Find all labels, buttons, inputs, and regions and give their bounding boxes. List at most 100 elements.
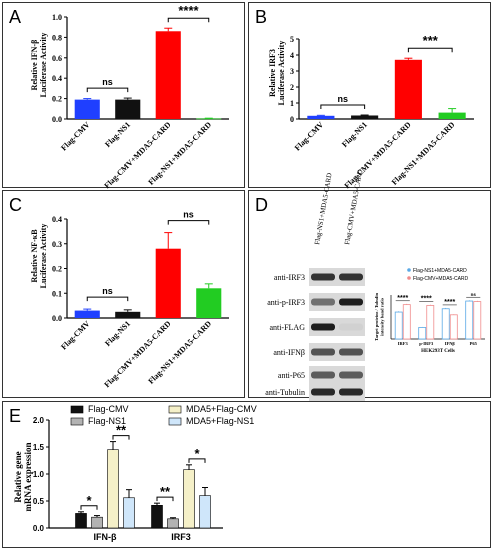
blot-strip [309,343,365,361]
y-axis-label-line: Relative IFN-β [30,40,39,91]
bar [167,518,179,529]
bar [473,301,482,340]
y-axis-label-line: Luciferase Activity [277,41,286,106]
significance-label: ns [102,77,113,87]
chart-c: C Relative NF-κB Luciferase Activity 0.0 0.1… [9,195,229,389]
bar [115,311,141,318]
bar [196,288,222,318]
x-tick-label: Flag-CMV+MDA5-CARD [102,319,172,389]
significance-bracket [156,496,174,502]
bar [123,497,135,529]
significance-bracket [112,435,130,440]
legend-swatch [168,417,182,426]
panel-letter: E [9,406,21,426]
x-tick-label: Flag-NS1 [340,120,369,149]
significance-bracket [167,17,210,23]
blot-band [339,371,363,379]
legend-label: Flag-CMV [88,404,129,414]
y-tick-label: 0.2 [52,265,62,274]
panel-e: E Relative gene mRNA expression 0.0 0.5 1.0 1.… [2,401,491,548]
blot-band [311,348,335,356]
y-axis-label: Relative NF-κB Luciferase Activity [30,224,48,289]
legend-label: Flag-NS1+MDA5-CARD [413,268,467,274]
y-tick-label: 0.5 [33,497,45,506]
bar [351,115,379,119]
y-axis-label: Relative IRF3 Luciferase Activity [268,41,286,106]
bar [199,495,211,529]
blot-row-label: anti-Tubulin [265,388,305,397]
x-tick-label: Flag-CMV [293,120,326,153]
blot-row-label: anti-IFNβ [273,348,305,357]
y-tick-label: 0.8 [52,33,62,42]
blot-strip [309,383,365,401]
blot-strip [309,366,365,384]
y-tick-label: 1 [290,99,294,108]
significance-bracket [167,220,210,225]
y-axis-label-line: Luciferase Activity [39,224,48,289]
x-tick-label: P65 [470,341,478,346]
y-axis-label-line: Target proteins / Tubulin [374,293,379,341]
y-tick-label: 5 [290,35,294,44]
x-tick-label: IFNβ [445,341,456,346]
bar [441,308,450,340]
y-tick-label: 0 [290,115,294,124]
significance-label: ns [102,286,113,296]
x-tick-label: Flag-CMV [59,120,92,153]
blot-band [339,273,363,281]
panel-letter: C [9,195,22,215]
significance-bracket [86,296,129,302]
blot-row-label: anti-P65 [278,371,305,380]
blot-band [311,273,335,281]
bar [91,516,103,529]
legend-label: Flag-NS1 [88,416,126,426]
y-axis-label: Relative IFN-β Luciferase Activity [30,33,48,98]
significance-label: **** [178,3,199,18]
y-tick-label: 0.4 [52,215,62,224]
significance-bracket [86,87,129,93]
bar [115,99,141,119]
bar [418,327,427,340]
significance-label: **** [397,295,408,302]
y-axis-label-line: mRNA expression [23,442,33,511]
panel-b: B Relative IRF3 Luciferase Activity 0 1 2 3 4 5 F… [248,2,491,190]
significance-label: ** [116,423,127,438]
x-tick-label: Flag-NS1 [103,120,132,149]
blot-row-label: anti-IRF3 [274,273,305,282]
significance-label: * [194,446,200,461]
y-axis-label: Target proteins / Tubulin intensity band … [374,293,385,341]
x-tick-label: Flag-CMV+MDA5-CARD [102,120,172,190]
bar [449,314,458,340]
bar [155,248,181,318]
y-tick-label: 0.0 [52,314,62,323]
blot-band [311,388,335,396]
panel-a: A Relative IFN-β Luciferase Activity 0.0 0.2… [2,2,245,190]
y-tick-label: 0.3 [52,240,62,249]
significance-label: ns [337,94,348,104]
y-tick-label: 2.0 [33,416,45,425]
bar [465,300,474,340]
bar [74,99,100,119]
legend-swatch [70,417,84,426]
bar [394,59,422,119]
bar [74,310,100,318]
significance-label: *** [423,33,439,48]
bar [75,513,87,529]
chart-a: A Relative IFN-β Luciferase Activity 0.0 0.2… [9,3,229,190]
significance-bracket [188,458,206,463]
y-axis-label: Relative gene mRNA expression [13,442,33,511]
bar [426,305,435,340]
y-axis-label-line: Relative IRF3 [268,49,277,97]
y-axis-label-line: Luciferase Activity [39,33,48,98]
legend-swatch [168,405,182,414]
y-tick-label: 0.1 [52,289,62,298]
y-tick-label: 1.0 [33,470,45,479]
legend-label: Flag-CMV+MDA5-CARD [413,276,469,282]
significance-label: **** [444,299,455,306]
bar [438,112,466,119]
bar [183,469,195,529]
bar [107,449,119,529]
blot-band [339,388,363,396]
bar [394,311,403,340]
blot-row-label: anti-FLAG [269,323,305,332]
